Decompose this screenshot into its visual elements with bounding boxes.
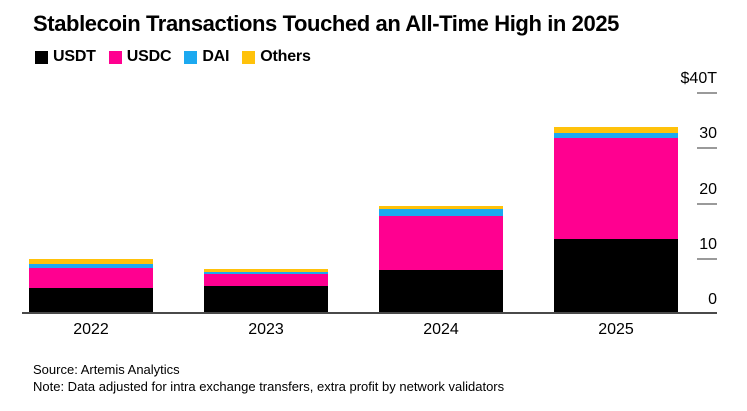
y-tick-0: 0 bbox=[708, 291, 717, 309]
source-line: Source: Artemis Analytics bbox=[33, 362, 180, 377]
bar-segment-others-2025 bbox=[554, 126, 678, 133]
bars bbox=[29, 74, 678, 312]
bar-segment-dai-2025 bbox=[554, 132, 678, 138]
y-tick-30: 30 bbox=[697, 125, 717, 149]
bar-2024 bbox=[379, 206, 503, 312]
bar-segment-usdt-2023 bbox=[204, 285, 328, 312]
bar-2025 bbox=[554, 126, 678, 312]
bar-segment-usdt-2022 bbox=[29, 288, 153, 312]
y-tick-label-40: $40T bbox=[680, 70, 717, 87]
x-label-2025: 2025 bbox=[598, 321, 634, 338]
x-label-2024: 2024 bbox=[423, 321, 459, 338]
bar-segment-usdt-2025 bbox=[554, 238, 678, 312]
x-axis-line bbox=[22, 312, 717, 314]
y-tick-mark-20 bbox=[697, 203, 717, 205]
y-tick-10: 10 bbox=[697, 236, 717, 260]
y-tick-mark-30 bbox=[697, 147, 717, 149]
others-swatch-icon bbox=[242, 50, 256, 64]
legend-item-others: Others bbox=[242, 48, 311, 66]
legend-label-usdc: USDC bbox=[126, 48, 172, 65]
y-tick-label-20: 20 bbox=[699, 181, 717, 198]
legend-item-usdc: USDC bbox=[108, 48, 172, 66]
y-tick-label-0: 0 bbox=[708, 291, 717, 308]
bar-segment-dai-2024 bbox=[379, 209, 503, 216]
x-axis-labels: 2022 2023 2024 2025 bbox=[29, 321, 678, 339]
note-line: Note: Data adjusted for intra exchange t… bbox=[33, 379, 505, 394]
y-tick-label-30: 30 bbox=[699, 125, 717, 142]
x-label-2022: 2022 bbox=[73, 321, 109, 338]
dai-swatch-icon bbox=[184, 50, 198, 64]
y-tick-label-10: 10 bbox=[699, 236, 717, 253]
x-label-2023: 2023 bbox=[248, 321, 284, 338]
bar-segment-usdc-2023 bbox=[204, 273, 328, 286]
bar-2023 bbox=[204, 268, 328, 312]
bar-segment-others-2022 bbox=[29, 258, 153, 265]
bar-segment-usdc-2024 bbox=[379, 215, 503, 270]
bar-segment-usdc-2022 bbox=[29, 268, 153, 289]
bar-segment-usdc-2025 bbox=[554, 137, 678, 239]
legend-label-others: Others bbox=[260, 48, 311, 65]
bar-segment-dai-2023 bbox=[204, 271, 328, 274]
bar-segment-dai-2022 bbox=[29, 264, 153, 269]
legend-item-usdt: USDT bbox=[35, 48, 96, 66]
y-tick-mark-40 bbox=[697, 92, 717, 94]
chart-title: Stablecoin Transactions Touched an All-T… bbox=[33, 11, 619, 36]
legend-item-dai: DAI bbox=[184, 48, 229, 66]
legend-label-dai: DAI bbox=[202, 48, 230, 65]
bar-segment-usdt-2024 bbox=[379, 269, 503, 312]
plot-area: $40T 30 20 10 0 bbox=[0, 70, 747, 314]
bar-2022 bbox=[29, 258, 153, 312]
bar-segment-others-2024 bbox=[379, 206, 503, 210]
chart-legend: USDT USDC DAI Others bbox=[35, 48, 311, 66]
y-tick-40: $40T bbox=[681, 70, 717, 94]
usdt-swatch-icon bbox=[35, 50, 48, 64]
bar-segment-others-2023 bbox=[204, 268, 328, 272]
legend-label-usdt: USDT bbox=[53, 48, 96, 65]
y-tick-20: 20 bbox=[697, 181, 717, 205]
y-tick-mark-10 bbox=[697, 258, 717, 260]
usdc-swatch-icon bbox=[108, 50, 122, 64]
chart-footer: Source: Artemis Analytics Note: Data adj… bbox=[33, 361, 504, 395]
